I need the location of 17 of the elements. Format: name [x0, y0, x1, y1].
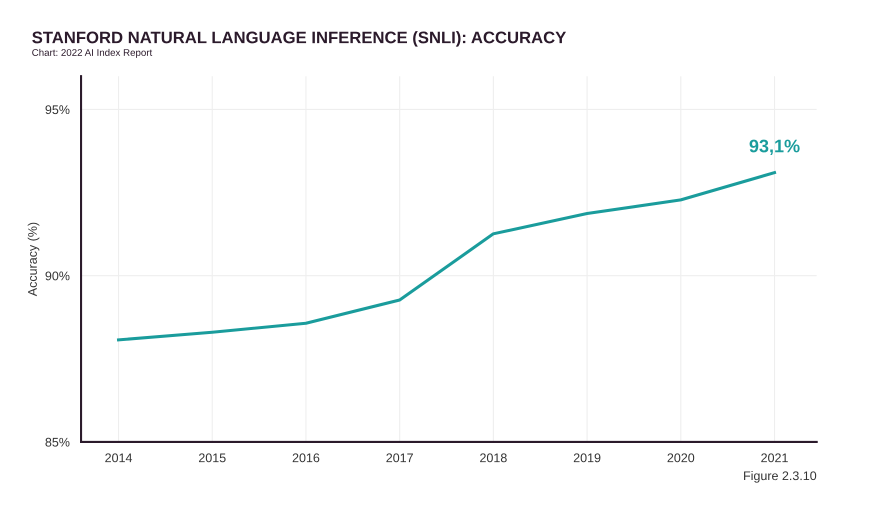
x-tick-label: 2018 — [480, 453, 507, 462]
x-tick-label: 2021 — [761, 453, 788, 462]
chart-title: STANFORD NATURAL LANGUAGE INFERENCE (SNLI): ACCURACY — [32, 31, 566, 47]
x-tick-label: 2014 — [105, 453, 132, 462]
y-tick-label: 90% — [46, 272, 70, 280]
chart-subtitle: Chart: 2022 AI Index Report — [32, 48, 152, 58]
line-series — [117, 171, 776, 342]
x-tick-label: 2019 — [574, 453, 600, 462]
x-tick-label: 2020 — [668, 453, 694, 462]
y-axis-title: Accuracy (%) — [28, 222, 40, 296]
x-tick-label: 2017 — [386, 453, 413, 462]
y-tick-label: 95% — [46, 105, 70, 114]
caption: Figure 2.3.10 — [744, 471, 816, 483]
data-label: 93,1% — [750, 140, 800, 156]
x-tick-label: 2015 — [198, 453, 226, 462]
x-tick-label: 2016 — [292, 453, 320, 462]
y-tick-label: 85% — [45, 438, 70, 447]
